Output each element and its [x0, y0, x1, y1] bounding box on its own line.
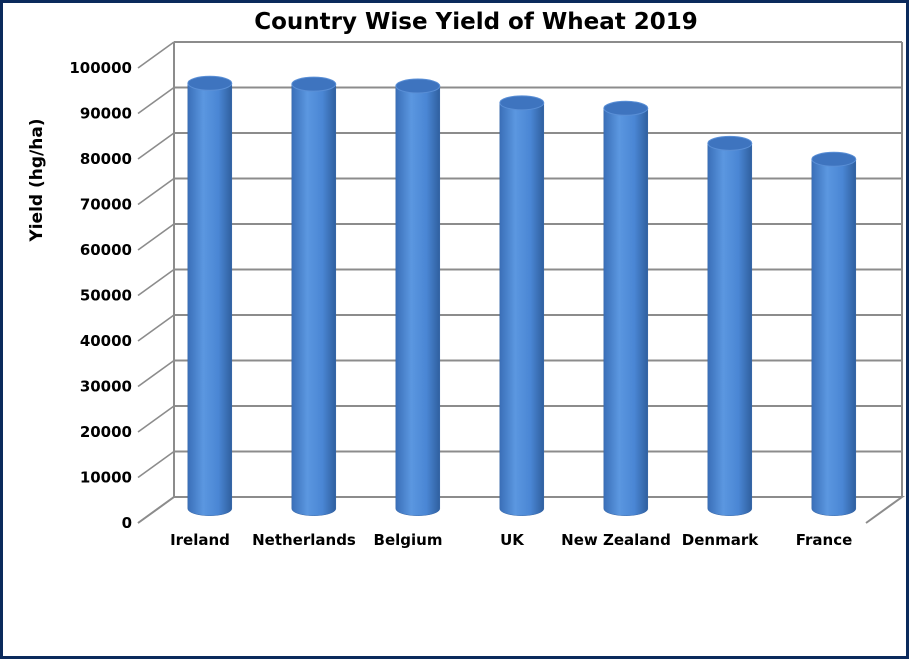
y-tick-label: 100000: [69, 59, 132, 77]
y-tick-label: 80000: [80, 150, 132, 168]
y-tick-label: 10000: [80, 469, 132, 487]
bar-top: [499, 95, 545, 111]
x-tick-label: Ireland: [170, 531, 230, 549]
bar: [395, 78, 441, 516]
bar-body: [499, 102, 545, 516]
side-gridline: [137, 405, 175, 433]
y-tick-label: 30000: [80, 378, 132, 396]
bar-top: [707, 135, 753, 151]
side-gridline: [137, 86, 175, 115]
y-tick-label: 70000: [80, 196, 132, 214]
y-axis-label: Yield (hg/ha): [27, 118, 47, 242]
bar-body: [291, 83, 337, 516]
bar: [499, 95, 545, 516]
bar: [603, 100, 649, 516]
side-gridline: [137, 223, 175, 251]
bar-body: [395, 85, 441, 516]
bar: [187, 75, 233, 516]
y-tick-label: 20000: [80, 423, 132, 441]
x-tick-label: Netherlands: [252, 531, 356, 549]
y-tick-label: 90000: [80, 105, 132, 123]
side-gridline: [137, 496, 175, 524]
bar-top: [811, 151, 857, 167]
side-gridline: [137, 450, 175, 479]
y-tick-label: 50000: [80, 287, 132, 305]
bar: [707, 135, 753, 516]
side-gridline: [137, 132, 175, 160]
y-tick-label: 40000: [80, 332, 132, 350]
bar-body: [811, 159, 857, 516]
x-tick-label: Denmark: [682, 531, 759, 549]
bar-body: [603, 108, 649, 516]
x-tick-label: Belgium: [374, 531, 443, 549]
bar-body: [187, 83, 233, 516]
y-tick-label: 0: [122, 514, 132, 532]
bar-body: [707, 143, 753, 516]
x-tick-label: UK: [500, 531, 525, 549]
y-tick-label: 60000: [80, 241, 132, 259]
side-gridline: [137, 177, 175, 206]
bar-top: [395, 78, 441, 94]
bar: [811, 151, 857, 516]
bar-top: [291, 76, 337, 92]
chart-title: Country Wise Yield of Wheat 2019: [254, 9, 698, 35]
x-tick-label: New Zealand: [561, 531, 671, 549]
side-gridline: [137, 268, 175, 297]
bar: [291, 76, 337, 516]
bar-top: [603, 100, 649, 116]
side-gridline: [137, 359, 175, 388]
x-tick-label: France: [796, 531, 853, 549]
side-gridline: [137, 314, 175, 342]
side-gridline: [137, 41, 175, 69]
bar-top: [187, 75, 233, 91]
